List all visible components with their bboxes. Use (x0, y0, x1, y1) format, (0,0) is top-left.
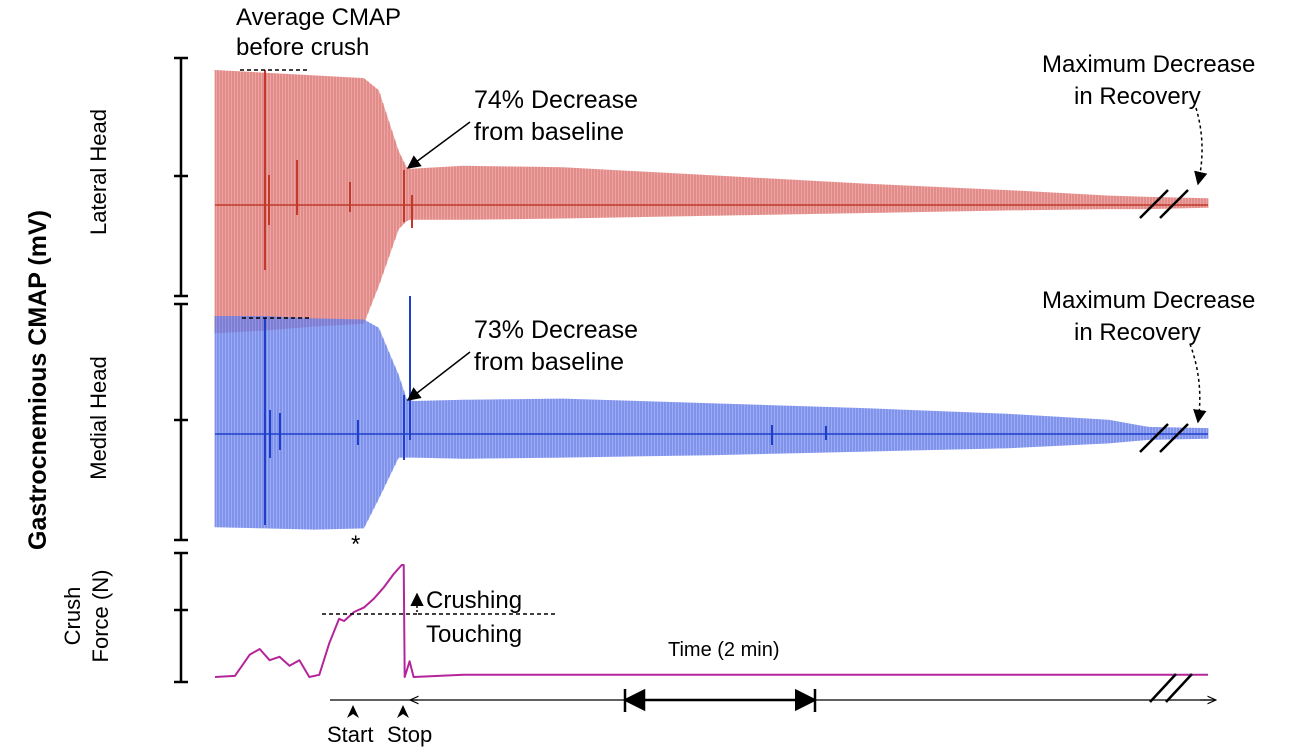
lateral-axis-break-icon (1139, 189, 1189, 219)
time-axis: Start Stop (327, 688, 1216, 747)
medial-recovery-arrow (1189, 343, 1207, 424)
stop-marker-icon (397, 705, 409, 718)
lateral-trace-envelope (215, 70, 1208, 334)
medial-decrease-label-line2: from baseline (474, 348, 624, 376)
start-marker-icon (347, 705, 359, 718)
lateral-trace-carrier (214, 70, 1209, 334)
force-trace (214, 564, 1208, 678)
force-ylabel-line2: Force (N) (88, 570, 113, 663)
medial-spikes (264, 296, 827, 525)
time-label: Time (2 min) (668, 639, 779, 661)
lateral-recovery-label-line1: Maximum Decrease (1042, 51, 1255, 78)
lateral-recovery-label-line2: in Recovery (1074, 83, 1201, 110)
medial-asterisk: * (351, 531, 360, 558)
force-axis (174, 551, 188, 684)
lateral-baseline-label-line2: before crush (236, 34, 369, 61)
force-ylabel-line1: Crush (60, 587, 85, 646)
medial-trace-carrier (214, 316, 1209, 530)
medial-carrier-strokes (214, 316, 1209, 530)
medial-panel: Medial Head * 73% Decrease from baseline… (86, 287, 1255, 558)
lateral-spikes (264, 70, 413, 270)
lateral-baseline-label-line1: Average CMAP (236, 4, 401, 31)
lateral-decrease-label-line2: from baseline (474, 118, 624, 146)
medial-recovery-label-line2: in Recovery (1074, 319, 1201, 346)
lateral-panel: Lateral Head Average CMAP before crush 7… (86, 4, 1255, 334)
lateral-axis (174, 56, 188, 298)
medial-ylabel: Medial Head (86, 356, 111, 480)
lateral-carrier-strokes (214, 70, 1209, 334)
lateral-decrease-label-line1: 74% Decrease (474, 86, 638, 114)
force-axis-break-icon (1149, 673, 1193, 703)
medial-decrease-label-line1: 73% Decrease (474, 316, 638, 344)
figure-ylabel: Gastrocnemious CMAP (mV) (24, 210, 52, 550)
force-touching-label: Touching (426, 621, 522, 648)
time-scale-bar (622, 688, 818, 712)
stop-label: Stop (387, 722, 432, 747)
medial-trace-envelope (215, 316, 1208, 530)
force-crushing-label: Crushing (426, 587, 522, 614)
start-label: Start (327, 722, 373, 747)
lateral-recovery-arrow (1194, 107, 1208, 186)
medial-axis (174, 302, 188, 542)
medial-axis-break-icon (1139, 423, 1189, 453)
medial-decrease-arrow (406, 351, 471, 401)
medial-recovery-label-line1: Maximum Decrease (1042, 287, 1255, 314)
force-panel: Crush Force (N) Crushing Touching Time (… (60, 551, 1208, 703)
lateral-decrease-arrow (406, 121, 471, 169)
lateral-ylabel: Lateral Head (86, 109, 111, 235)
